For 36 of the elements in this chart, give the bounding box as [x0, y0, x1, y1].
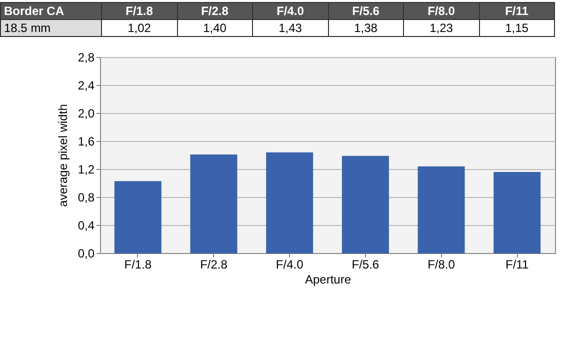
- category-label: F/11: [505, 4, 528, 18]
- x-tick-label: F/8.0: [428, 258, 456, 272]
- category-label: F/1.8: [126, 4, 153, 18]
- chart-title: Border CA: [0, 2, 102, 20]
- y-tick-label: 2,0: [78, 106, 95, 120]
- data-label: 1,40: [177, 20, 252, 36]
- x-tick-label: F/11: [506, 258, 529, 272]
- text: 18.5 mm: [0, 20, 102, 36]
- x-tick-label: F/2.8: [200, 258, 228, 272]
- y-tick-label: 2,8: [78, 50, 95, 64]
- bar: [114, 181, 162, 254]
- data-label: 1,23: [404, 20, 479, 36]
- x-tick-label: F/4.0: [276, 258, 304, 272]
- bar: [494, 172, 541, 254]
- data-label: 1,02: [102, 20, 177, 36]
- x-tick-label: F/1.8: [124, 258, 152, 272]
- bar: [190, 154, 238, 254]
- bar: [266, 152, 314, 254]
- category-label: F/4.0: [276, 4, 304, 18]
- x-tick-label: F/5.6: [352, 258, 380, 272]
- y-tick-label: 0,0: [78, 246, 95, 260]
- x-axis-title: Aperture: [304, 272, 352, 286]
- category-label: F/5.6: [352, 4, 380, 18]
- y-tick-label: 1,2: [78, 162, 95, 176]
- category-label: F/8.0: [428, 4, 455, 18]
- data-label: 1,38: [328, 20, 404, 36]
- category-label: F/2.8: [201, 4, 228, 18]
- bar: [342, 156, 389, 254]
- data-label: 1,15: [479, 20, 554, 36]
- y-tick-label: 0,4: [78, 218, 95, 232]
- data-label: 1,43: [252, 20, 328, 36]
- y-tick-label: 1,6: [78, 134, 95, 148]
- y-tick-label: 0,8: [78, 190, 95, 204]
- y-tick-label: 2,4: [78, 78, 95, 92]
- bar: [418, 166, 465, 254]
- y-axis-title: average pixel width: [56, 104, 70, 207]
